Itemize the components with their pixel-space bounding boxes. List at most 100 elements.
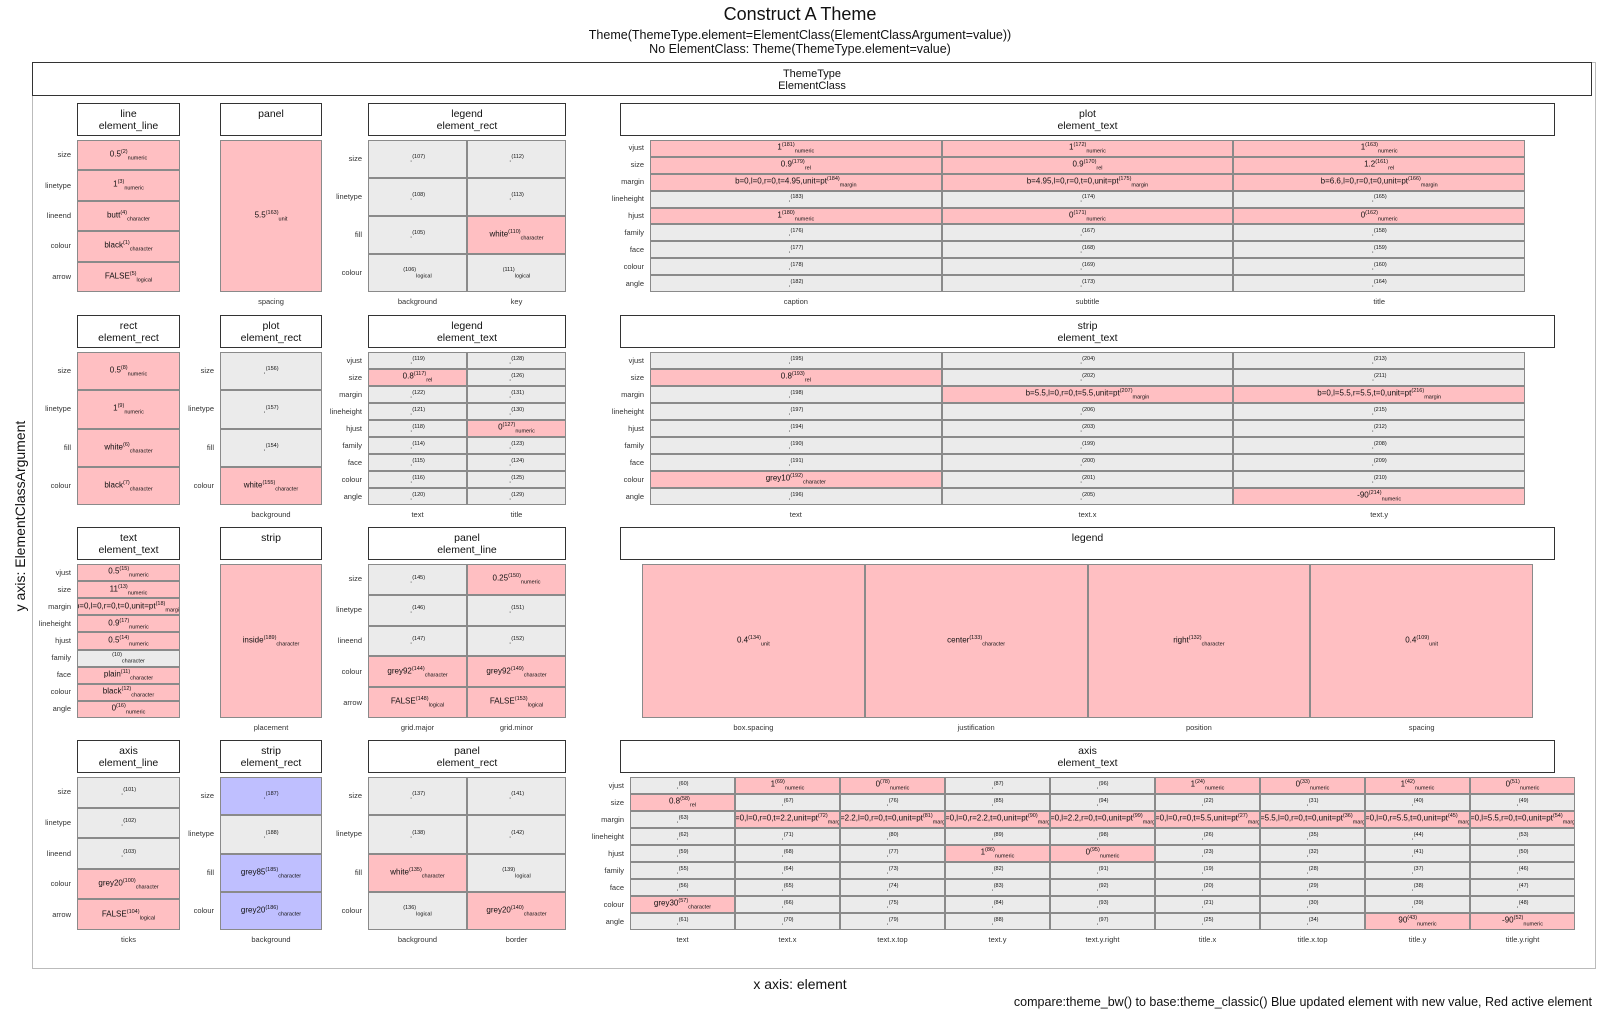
cell-index: (72): [817, 813, 828, 820]
value-cell: 0.9(170)rel: [941, 156, 1234, 174]
cell-type: numeric: [1309, 785, 1330, 792]
cell-index: (164): [1373, 278, 1387, 285]
value-cell: .(66): [735, 896, 840, 913]
row-label: size: [200, 791, 214, 801]
value-cell: b=0,l=2.2,r=0,t=0,unit=pt(99)margin: [1050, 811, 1155, 828]
cell-value: 1(3)numeric: [113, 179, 144, 192]
value-cell: grey30(57)character: [630, 896, 735, 913]
facet-strip-type: plot: [1079, 108, 1096, 120]
cell-index: (8): [120, 365, 128, 371]
value-cell: 1(42)numeric: [1365, 777, 1470, 794]
facet-strip-legendrect: legend element_rect: [368, 103, 566, 136]
cell-index: (178): [790, 261, 804, 268]
row-label: size: [200, 366, 214, 376]
cell-value: center(133)character: [947, 634, 1006, 648]
value-cell: grey10(192)character: [650, 471, 942, 488]
row-label: hjust: [628, 211, 644, 220]
value-cell: .(113): [467, 178, 566, 216]
cell-value: b=2.2,l=0,r=0,t=0,unit=pt(81)margin: [841, 813, 944, 825]
row-label: angle: [625, 491, 644, 501]
value-cell: .(25): [1155, 913, 1260, 930]
facet-strip-class: element_rect: [436, 120, 498, 132]
cell-value: .(74): [886, 882, 899, 893]
value-cell: .(89): [945, 828, 1050, 845]
cell-index: (197): [790, 406, 804, 413]
value-cell: .(26): [1155, 828, 1260, 845]
cell-value: .(211): [1371, 372, 1387, 383]
row-label: linetype: [336, 829, 362, 839]
column-label: caption: [783, 297, 808, 306]
cell-value: .(88): [991, 916, 1004, 927]
value-cell: .(48): [1470, 896, 1575, 913]
column-label: title: [1373, 297, 1385, 306]
cell-value: .(28): [1306, 865, 1319, 876]
value-cell: .(112): [467, 140, 566, 178]
cell-index: (76): [888, 797, 899, 804]
value-cell: .(79): [840, 913, 945, 930]
cell-value: .(112): [509, 154, 524, 164]
cell-type: numeric: [127, 371, 148, 378]
cell-value: .(96): [1096, 780, 1109, 791]
cell-value: .(126): [508, 372, 525, 383]
row-label: size: [57, 366, 71, 376]
value-cell: .(102): [77, 807, 180, 839]
cell-index: (119): [412, 355, 425, 362]
value-cell: .(197): [650, 403, 942, 420]
value-cell: grey20(140)character: [467, 891, 566, 930]
cell-value: 0(95)numeric: [1085, 847, 1120, 860]
cell-value: .(151): [508, 605, 525, 616]
facet-strip-strip1: strip: [220, 527, 322, 560]
cell-value: b=0,l=0,r=5.5,t=0,unit=pt(45)margin: [1366, 813, 1469, 825]
column-label: ticks: [121, 935, 136, 944]
cell-value: .(173): [1079, 278, 1096, 289]
cell-value: 0(51)numeric: [1505, 779, 1540, 792]
cell-value: .(152): [508, 636, 525, 646]
value-cell: .(128): [467, 352, 566, 369]
cell-value: .(138): [409, 829, 426, 840]
cell-index: (204): [1082, 355, 1096, 362]
value-cell: .(101): [77, 777, 180, 808]
value-cell: grey85(185)character: [220, 853, 322, 892]
cell-index: (65): [783, 882, 794, 889]
cell-value: .(121): [409, 406, 426, 417]
outer-strip-line1: ThemeType: [782, 68, 842, 80]
cell-index: (187): [265, 791, 279, 798]
cell-value: .(124): [508, 457, 525, 468]
cell-type: rel: [689, 802, 697, 809]
cell-index: (11): [120, 669, 131, 676]
cell-index: (166): [1408, 176, 1421, 183]
value-cell: (106)logical: [368, 254, 467, 292]
cell-value: .(191): [788, 457, 804, 468]
value-cell: .(65): [735, 879, 840, 896]
cell-value: 1(180)numeric: [777, 209, 815, 223]
cell-type: character: [275, 486, 299, 492]
row-label: vjust: [628, 143, 644, 153]
value-cell: .(88): [945, 913, 1050, 930]
value-cell: .(91): [1050, 862, 1155, 879]
value-cell: 0.8(58)rel: [630, 794, 735, 811]
cell-index: (47): [1518, 882, 1529, 889]
cell-value: 0.25(150)numeric: [492, 573, 541, 586]
value-cell: .(138): [368, 815, 467, 854]
row-label: arrow: [52, 909, 71, 919]
cell-value: b=6.6,l=0,r=0,t=0,unit=pt(166)margin: [1320, 176, 1438, 189]
cell-type: rel: [804, 377, 811, 384]
cell-value: .(120): [409, 491, 426, 502]
cell-value: 1(163)numeric: [1360, 142, 1398, 155]
cell-value: grey10(192)character: [765, 473, 826, 486]
cell-value: .(195): [788, 355, 804, 366]
value-cell: .(160): [1233, 258, 1525, 276]
cell-value: white(135)character: [390, 866, 445, 879]
facet-strip-class: element_rect: [240, 757, 302, 769]
cell-index: (140): [510, 904, 524, 911]
cell-value: .(113): [509, 192, 524, 202]
value-cell: .(151): [467, 594, 566, 626]
cell-index: (111): [502, 266, 515, 273]
row-label: colour: [193, 905, 214, 915]
cell-index: (137): [412, 791, 426, 798]
cell-value: .(41): [1411, 848, 1424, 859]
cell-value: .(202): [1079, 372, 1096, 383]
cell-value: .(94): [1096, 797, 1109, 808]
facet-strip-class: element_rect: [436, 757, 498, 769]
row-label: lineheight: [591, 831, 624, 841]
